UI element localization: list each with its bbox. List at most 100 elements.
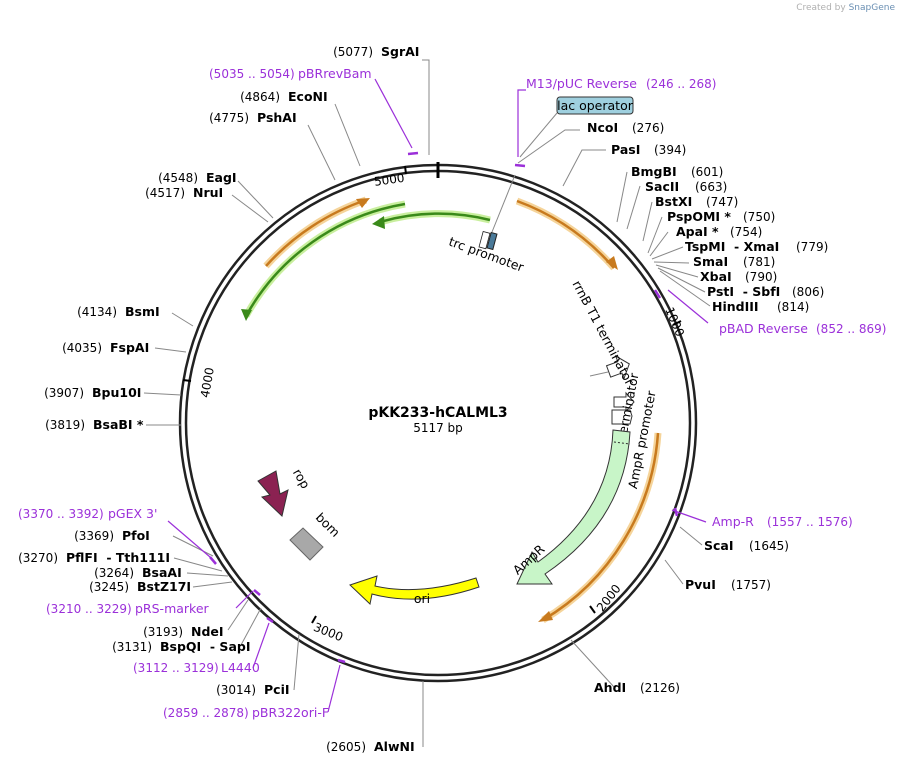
bom-label: bom [313,510,343,540]
enzyme-pos: (754) [730,225,762,239]
enzyme-pos: (394) [654,143,686,157]
ori-label: ori [414,591,430,606]
enzyme-name: BsaAI [142,565,182,580]
enzyme-label-PflFI-Tth111I: (3270) PflFI - Tth111I [18,550,170,565]
enzyme-name: EcoNI [288,89,328,104]
enzyme-pos: (3369) [74,529,114,543]
orf-arc-green-left [241,200,406,321]
primer-range: (246 .. 268) [646,77,716,91]
enzyme-pos: (663) [695,180,727,194]
plasmid-name: pKK233-hCALML3 [368,405,507,421]
enzyme-pos: (4548) [158,171,198,185]
orf-arc-right [538,432,662,624]
enzyme-name: PshAI [257,110,297,125]
scale-label-3000: 3000 [311,620,345,644]
enzyme-label-PspOMI: PspOMI * (750) [667,209,775,224]
orf-arc-top-right [515,197,618,271]
enzyme-name: BspQI - SapI [160,639,250,654]
credit-prefix: Created by [796,3,846,13]
snapgene-credit: Created by SnapGene [796,3,895,13]
enzyme-label-AhdI: AhdI (2126) [594,680,680,695]
enzyme-pos: (1757) [731,578,771,592]
enzyme-label-BspQI-SapI: (3131) BspQI - SapI [112,639,250,654]
enzyme-name: PfoI [122,528,150,543]
enzyme-name: PflFI - Tth111I [66,550,170,565]
enzyme-label-SacII: SacII (663) [645,179,727,194]
enzyme-name: PstI - SbfI [707,284,780,299]
enzyme-name: ApaI * [676,224,719,239]
primer-name: Amp-R [712,514,754,529]
enzyme-pos: (806) [792,285,824,299]
enzyme-label-NdeI: (3193) NdeI [143,624,223,639]
enzyme-pos: (601) [691,165,723,179]
enzyme-pos: (3131) [112,640,152,654]
enzyme-pos: (790) [745,270,777,284]
orf-arc-top-left [263,196,370,269]
enzyme-name: SacII [645,179,679,194]
enzyme-name: BsmI [125,304,160,319]
enzyme-label-PciI: (3014) PciI [216,682,289,697]
enzyme-label-Bpu10I: (3907) Bpu10I [44,385,141,400]
enzyme-pos: (3819) [45,418,85,432]
primer-label-pGEX-3: (3370 .. 3392) pGEX 3' [18,506,157,521]
scale-tick-1000: 1000 [662,305,687,339]
primer-label-Amp-R: Amp-R (1557 .. 1576) [712,514,853,529]
enzyme-pos: (750) [743,210,775,224]
enzyme-pos: (779) [796,240,828,254]
enzyme-label-PasI: PasI (394) [611,142,686,157]
enzyme-name: BmgBI [631,164,677,179]
enzyme-name: FspAI [110,340,149,355]
enzyme-pos: (4035) [62,341,102,355]
enzyme-pos: (3245) [89,580,129,594]
primer-range: (1557 .. 1576) [767,515,853,529]
enzyme-label-PstI-SbfI: PstI - SbfI (806) [707,284,824,299]
enzyme-label-PfoI: (3369) PfoI [74,528,150,543]
primer-name: pGEX 3' [108,506,157,521]
primer-range: (2859 .. 2878) [163,706,249,720]
primer-label-M13-pUC-Reverse: M13/pUC Reverse (246 .. 268) [526,76,716,91]
enzyme-name: PvuI [685,577,716,592]
enzyme-pos: (3264) [94,566,134,580]
enzyme-label-BsmI: (4134) BsmI [77,304,160,319]
enzyme-label-NcoI: NcoI (276) [587,120,664,135]
enzyme-label-ApaI: ApaI * (754) [676,224,762,239]
enzyme-label-BsaAI: (3264) BsaAI [94,565,182,580]
primer-label-pBR322ori-F: (2859 .. 2878) pBR322ori-F [163,705,329,720]
enzyme-label-EagI: (4548) EagI [158,170,236,185]
primer-name: pRS-marker [135,601,210,616]
enzyme-pos: (781) [743,255,775,269]
bom-feature: bom [289,510,343,561]
scale-label-4000: 4000 [198,366,217,399]
enzyme-label-BstXI: BstXI (747) [655,194,738,209]
enzyme-name: SmaI [693,254,728,269]
enzyme-name: NdeI [191,624,224,639]
enzyme-pos: (3270) [18,551,58,565]
lac-operator-feature: lac operator [519,96,634,158]
enzyme-name: BstZ17I [137,579,191,594]
primer-range: (3370 .. 3392) [18,507,104,521]
primer-name: pBR322ori-F [252,705,329,720]
enzyme-pos: (3907) [44,386,84,400]
primer-label-pBAD-Reverse: pBAD Reverse (852 .. 869) [719,321,886,336]
enzyme-name: AlwNI [374,739,415,754]
enzyme-label-XbaI: XbaI (790) [700,269,777,284]
enzyme-name: SgrAI [381,44,419,59]
rrnB-T1-terminator-feature: rrnB T1 terminator [570,278,638,388]
lac-operator-label: lac operator [557,98,634,113]
primer-name: M13/pUC Reverse [526,76,637,91]
primer-label-pBRrevBam: (5035 .. 5054) pBRrevBam [209,66,372,81]
primer-range: (5035 .. 5054) [209,67,295,81]
primer-name: L4440 [221,660,260,675]
enzyme-name: NcoI [587,120,618,135]
primer-label-L4440: (3112 .. 3129) L4440 [133,660,260,675]
orf-arc-green-upper [372,210,491,229]
enzyme-label-SgrAI: (5077) SgrAI [333,44,419,59]
scale-tick-3000: 3000 [311,615,345,644]
scale-tick-4000: 4000 [182,366,217,399]
enzyme-name: NruI [193,185,223,200]
enzyme-pos: (4864) [240,90,280,104]
enzyme-pos: (1645) [749,539,789,553]
enzyme-label-EcoNI: (4864) EcoNI [240,89,328,104]
primer-range: (852 .. 869) [816,322,886,336]
enzyme-label-BstZ17I: (3245) BstZ17I [89,579,191,594]
